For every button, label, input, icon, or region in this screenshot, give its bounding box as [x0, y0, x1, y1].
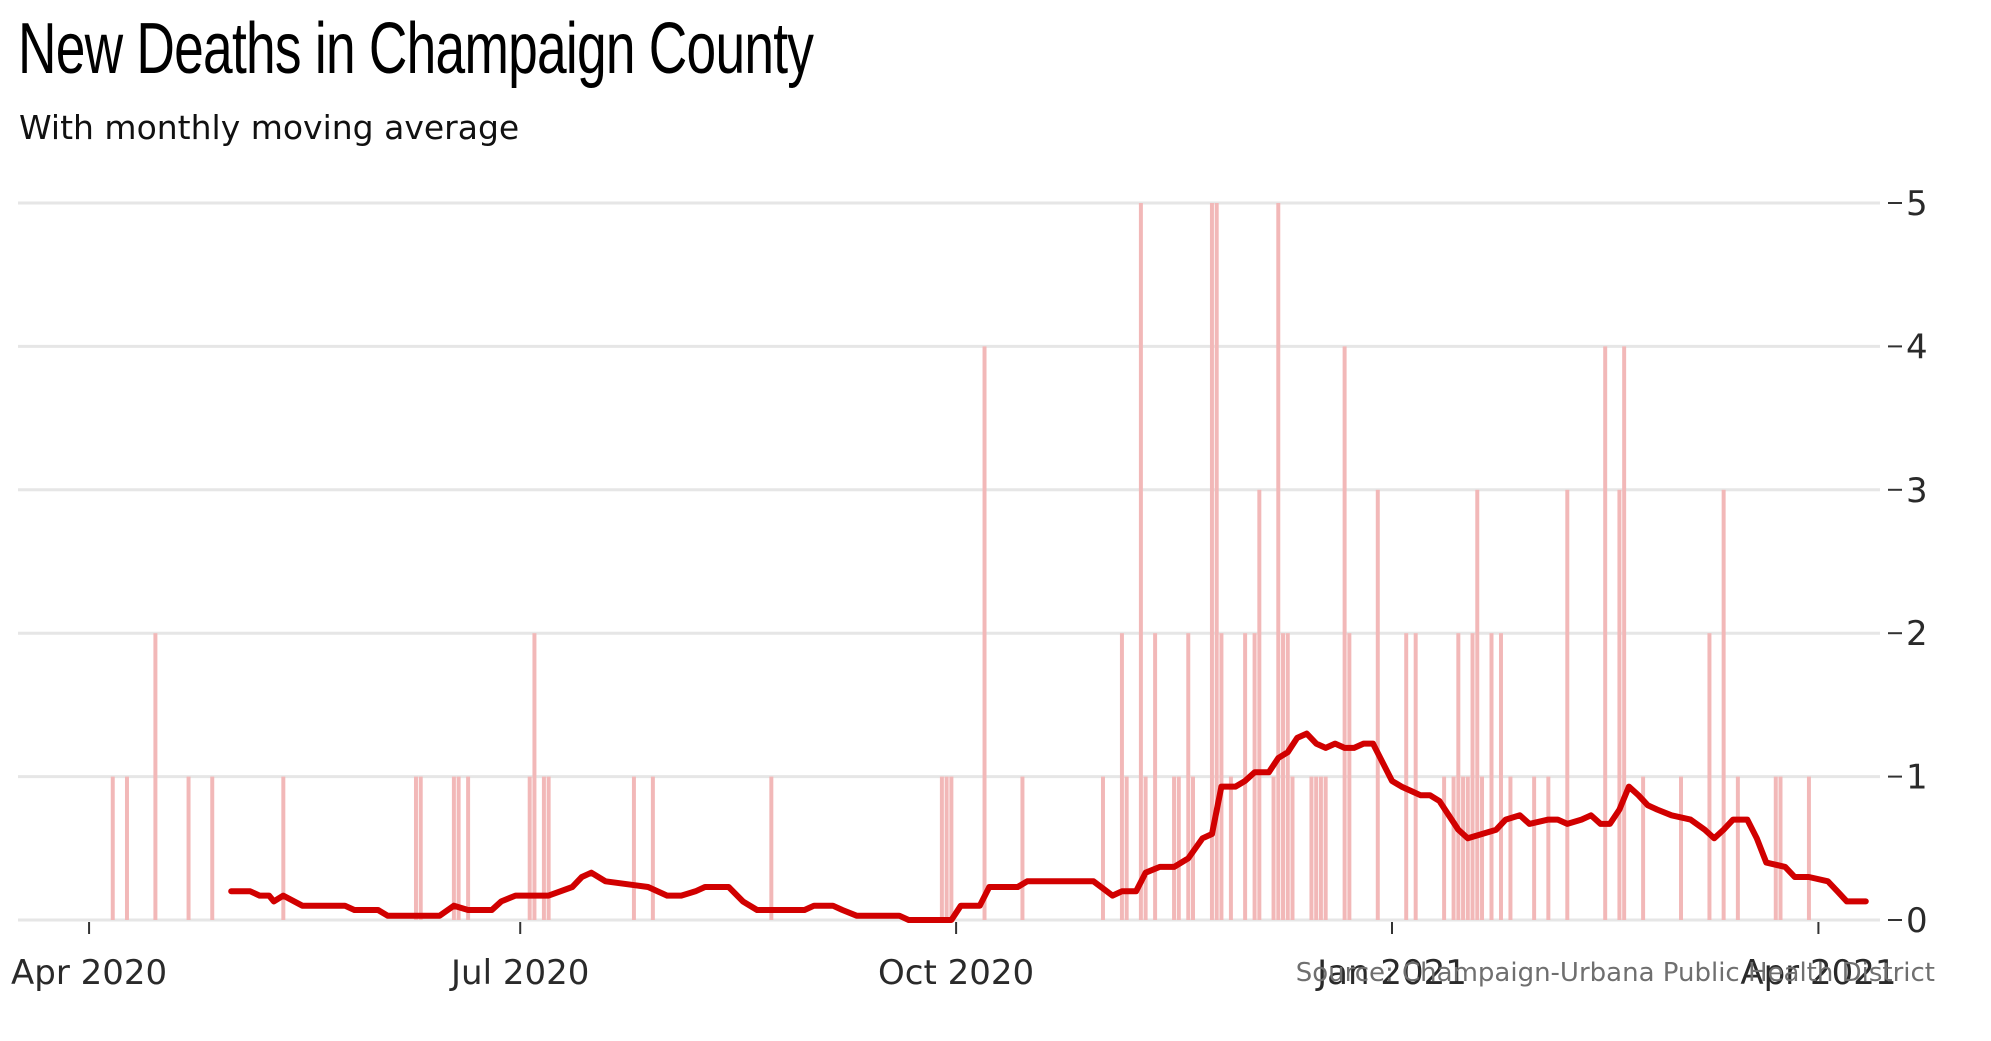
death-bar — [1228, 776, 1233, 920]
death-bar — [1622, 346, 1627, 920]
death-bar — [153, 633, 158, 920]
death-bar — [1243, 633, 1248, 920]
death-bar — [527, 776, 532, 920]
death-bar — [1219, 633, 1224, 920]
death-bar — [1020, 776, 1025, 920]
death-bar — [1546, 776, 1551, 920]
death-bar — [413, 776, 418, 920]
death-bar — [1153, 633, 1158, 920]
x-tick-label: Apr 2020 — [11, 953, 167, 993]
death-bar — [631, 776, 636, 920]
daily-death-bars — [110, 203, 1811, 920]
chart-subtitle: With monthly moving average — [19, 108, 520, 147]
axes: 0 1 2 3 4 5 Apr 2020 Jul 2020 Oct 2020 Jan 2021 Ap… — [11, 184, 1928, 993]
death-bar — [1124, 776, 1129, 920]
death-bar — [939, 776, 944, 920]
death-bar — [1778, 776, 1783, 920]
death-bar — [1465, 776, 1470, 920]
death-bar — [1617, 489, 1622, 920]
death-bar — [1314, 776, 1319, 920]
death-bar — [1489, 633, 1494, 920]
death-bar — [451, 776, 456, 920]
death-bar — [1309, 776, 1314, 920]
death-bar — [944, 776, 949, 920]
death-bar — [1318, 776, 1323, 920]
death-bar — [1470, 633, 1475, 920]
death-bar — [1209, 203, 1214, 920]
death-bar — [186, 776, 191, 920]
x-tick-label: Jan 2021 — [1315, 953, 1467, 993]
death-bar — [541, 776, 546, 920]
death-bar — [1285, 633, 1290, 920]
death-bar — [1176, 776, 1181, 920]
death-bar — [1603, 346, 1608, 920]
death-bar — [1532, 776, 1537, 920]
death-bar — [1342, 346, 1347, 920]
death-bar — [418, 776, 423, 920]
death-bar — [1498, 633, 1503, 920]
x-tick-label: Oct 2020 — [878, 953, 1034, 993]
death-bar — [1806, 776, 1811, 920]
y-tick-label: 4 — [1906, 327, 1928, 367]
death-bar — [1508, 776, 1513, 920]
death-bar — [1565, 489, 1570, 920]
death-bar — [1323, 776, 1328, 920]
x-tick-label: Apr 2021 — [1740, 953, 1896, 993]
death-bar — [1442, 776, 1447, 920]
moving-average-line-group — [228, 730, 1869, 923]
death-bar — [1404, 633, 1409, 920]
y-tick-label: 3 — [1906, 471, 1928, 511]
death-bar — [281, 776, 286, 920]
death-bar — [1721, 489, 1726, 920]
death-bar — [466, 776, 471, 920]
y-tick-label: 5 — [1906, 184, 1928, 224]
death-bar — [1214, 203, 1219, 920]
death-bar — [110, 776, 115, 920]
death-bar — [1138, 203, 1143, 920]
death-bar — [124, 776, 129, 920]
death-bar — [1475, 489, 1480, 920]
y-tick-label: 1 — [1906, 758, 1928, 798]
death-bar — [1281, 633, 1286, 920]
y-tick-label: 0 — [1906, 901, 1928, 941]
source-note: Source: Champaign-Urbana Public Health D… — [1295, 958, 1935, 988]
gridlines — [18, 201, 1880, 922]
y-tick-label: 2 — [1906, 614, 1928, 654]
death-bar — [210, 776, 215, 920]
death-bar — [1347, 633, 1352, 920]
death-bar — [1679, 776, 1683, 920]
death-bar — [532, 633, 537, 920]
chart-title: New Deaths in Champaign County — [18, 9, 814, 89]
death-bar — [1461, 776, 1466, 920]
moving-average-line — [228, 730, 1869, 923]
death-bar — [546, 776, 551, 920]
x-tick-label: Jul 2020 — [449, 953, 589, 993]
death-bar — [1100, 776, 1105, 920]
death-bar — [1641, 776, 1646, 920]
death-bar — [949, 776, 954, 920]
death-bar — [1143, 776, 1148, 920]
death-bar — [982, 346, 987, 920]
death-bar — [1451, 776, 1456, 920]
death-bar — [1735, 776, 1740, 920]
death-bar — [1252, 633, 1257, 920]
death-bar — [1271, 776, 1276, 920]
death-bar — [1375, 489, 1380, 920]
death-bar — [650, 776, 655, 920]
death-bar — [1707, 633, 1712, 920]
death-bar — [1456, 633, 1461, 920]
death-bar — [1413, 633, 1418, 920]
death-bar — [769, 776, 774, 920]
death-bar — [1290, 776, 1295, 920]
death-bar — [1257, 489, 1262, 920]
death-bar — [1119, 633, 1124, 920]
death-bar — [1276, 203, 1281, 920]
death-bar — [1773, 776, 1778, 920]
death-bar — [1186, 633, 1191, 920]
death-bar — [456, 776, 461, 920]
death-bar — [1480, 776, 1485, 920]
death-bar — [1172, 776, 1177, 920]
